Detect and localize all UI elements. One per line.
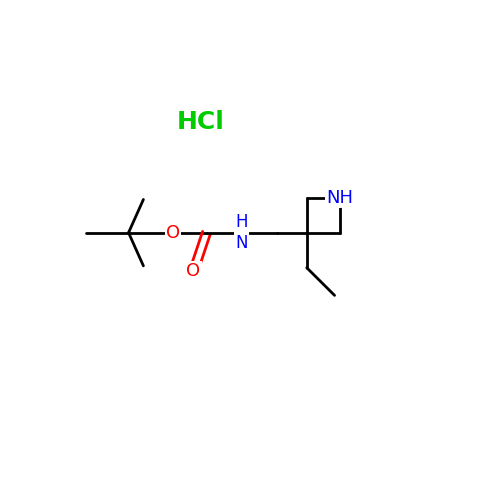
Text: O: O (166, 224, 180, 242)
Text: HCl: HCl (177, 110, 225, 134)
Text: NH: NH (327, 189, 354, 206)
Text: O: O (186, 262, 201, 280)
Text: H
N: H N (236, 213, 248, 252)
